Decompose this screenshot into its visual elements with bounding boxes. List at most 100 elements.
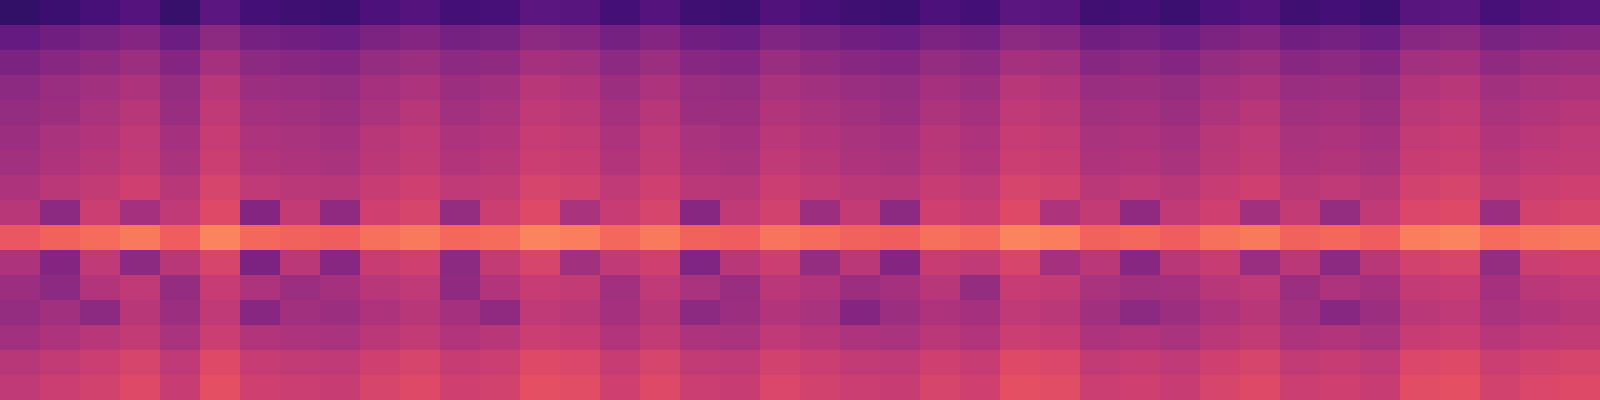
heat-cell [1200, 200, 1241, 226]
heat-cell [1240, 325, 1281, 351]
heat-cell [1120, 300, 1161, 326]
heat-cell [1360, 75, 1401, 101]
heat-cell [1160, 225, 1201, 251]
heat-cell [120, 275, 161, 301]
heat-cell [960, 50, 1001, 76]
heat-cell [960, 350, 1001, 376]
heat-cell [680, 50, 721, 76]
heat-cell [960, 200, 1001, 226]
heat-cell [1080, 275, 1121, 301]
heat-cell [1400, 100, 1441, 126]
heat-cell [200, 175, 241, 201]
heat-cell [1120, 275, 1161, 301]
heat-cell [800, 75, 841, 101]
heat-cell [40, 375, 81, 400]
heat-cell [480, 275, 521, 301]
heat-cell [1560, 300, 1600, 326]
heat-cell [800, 25, 841, 51]
heat-cell [440, 275, 481, 301]
heat-cell [880, 225, 921, 251]
heat-cell [1320, 225, 1361, 251]
heat-cell [1000, 350, 1041, 376]
heat-cell [1480, 200, 1521, 226]
heat-cell [600, 275, 641, 301]
heat-cell [1160, 250, 1201, 276]
heat-cell [200, 325, 241, 351]
heat-cell [1160, 325, 1201, 351]
heat-cell [1080, 200, 1121, 226]
heat-cell [520, 250, 561, 276]
heat-cell [0, 175, 41, 201]
heat-cell [800, 150, 841, 176]
heat-cell [1080, 300, 1121, 326]
heat-cell [120, 75, 161, 101]
heat-cell [440, 175, 481, 201]
heat-cell [1040, 375, 1081, 400]
heat-cell [1440, 150, 1481, 176]
heat-cell [440, 50, 481, 76]
heat-cell [480, 125, 521, 151]
heat-cell [880, 300, 921, 326]
heat-cell [80, 250, 121, 276]
heat-cell [80, 75, 121, 101]
heat-cell [120, 0, 161, 26]
heat-cell [600, 75, 641, 101]
heat-cell [560, 250, 601, 276]
heat-cell [440, 125, 481, 151]
heat-cell [1040, 100, 1081, 126]
heat-cell [1040, 25, 1081, 51]
heat-cell [120, 150, 161, 176]
heat-cell [40, 75, 81, 101]
heat-cell [1320, 0, 1361, 26]
heat-cell [1360, 125, 1401, 151]
heat-cell [1400, 300, 1441, 326]
heat-cell [760, 200, 801, 226]
heat-cell [240, 250, 281, 276]
heat-cell [640, 250, 681, 276]
heat-cell [440, 100, 481, 126]
heat-cell [1480, 250, 1521, 276]
heat-cell [1440, 50, 1481, 76]
heat-cell [720, 225, 761, 251]
heat-cell [960, 325, 1001, 351]
heat-cell [80, 325, 121, 351]
heat-cell [1200, 375, 1241, 400]
heat-cell [960, 300, 1001, 326]
heat-cell [720, 100, 761, 126]
heat-cell [960, 150, 1001, 176]
heat-cell [360, 175, 401, 201]
heat-cell [80, 150, 121, 176]
heat-cell [320, 225, 361, 251]
heat-cell [680, 225, 721, 251]
heat-cell [520, 25, 561, 51]
heat-cell [1200, 150, 1241, 176]
heat-cell [1320, 250, 1361, 276]
heat-cell [480, 200, 521, 226]
heat-cell [1360, 25, 1401, 51]
heat-cell [120, 225, 161, 251]
heat-cell [1200, 325, 1241, 351]
heat-cell [1040, 200, 1081, 226]
heat-cell [120, 25, 161, 51]
heat-cell [160, 25, 201, 51]
heat-cell [1400, 250, 1441, 276]
heat-cell [960, 375, 1001, 400]
heat-cell [1200, 350, 1241, 376]
heat-cell [1560, 325, 1600, 351]
heat-cell [1520, 25, 1561, 51]
heat-cell [760, 100, 801, 126]
heat-cell [240, 150, 281, 176]
heat-cell [720, 200, 761, 226]
heat-cell [360, 275, 401, 301]
heat-cell [880, 0, 921, 26]
heat-cell [640, 350, 681, 376]
heat-cell [280, 25, 321, 51]
heat-cell [1440, 350, 1481, 376]
heat-cell [1360, 350, 1401, 376]
heat-cell [720, 0, 761, 26]
heat-cell [680, 375, 721, 400]
heat-cell [920, 150, 961, 176]
heat-cell [1400, 350, 1441, 376]
heat-cell [1560, 25, 1600, 51]
heat-cell [40, 150, 81, 176]
